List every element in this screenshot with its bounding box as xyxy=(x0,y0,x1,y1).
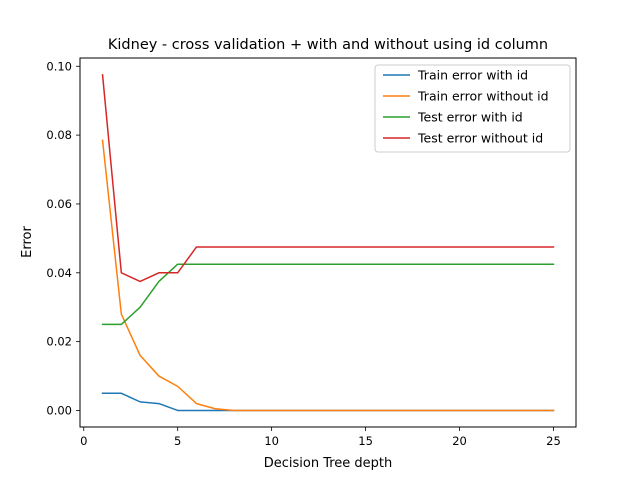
y-tick-label: 0.00 xyxy=(46,403,72,417)
x-axis-label: Decision Tree depth xyxy=(264,456,393,471)
y-tick-label: 0.10 xyxy=(46,59,72,73)
legend-label-4: Test error without id xyxy=(417,131,543,146)
y-axis-label: Error xyxy=(20,226,35,258)
x-tick-label: 15 xyxy=(358,434,373,448)
plot-frame xyxy=(79,57,577,428)
legend-label-2: Train error without id xyxy=(417,89,549,104)
x-tick-label: 5 xyxy=(174,434,181,448)
chart-title: Kidney - cross validation + with and wit… xyxy=(108,37,548,53)
y-tick-label: 0.06 xyxy=(46,197,72,211)
x-tick-label: 0 xyxy=(80,434,87,448)
legend-label-3: Test error with id xyxy=(417,110,523,125)
legend-frame xyxy=(374,64,571,153)
x-axis-ticks: 0 5 10 15 20 25 xyxy=(80,427,561,448)
y-tick-label: 0.04 xyxy=(46,266,72,280)
series-line-4 xyxy=(101,74,555,283)
series-line-2 xyxy=(101,139,555,412)
y-tick-label: 0.02 xyxy=(46,335,72,349)
y-axis-ticks: 0.00 0.02 0.04 0.06 0.08 0.10 xyxy=(46,59,80,417)
legend: Train error with id Train error without i… xyxy=(374,64,571,153)
legend-label-1: Train error with id xyxy=(417,68,528,83)
x-tick-label: 25 xyxy=(546,434,561,448)
x-tick-label: 20 xyxy=(452,434,467,448)
y-tick-label: 0.08 xyxy=(46,128,72,142)
series-layer xyxy=(101,74,555,412)
series-line-3 xyxy=(101,263,555,326)
x-tick-label: 10 xyxy=(264,434,279,448)
